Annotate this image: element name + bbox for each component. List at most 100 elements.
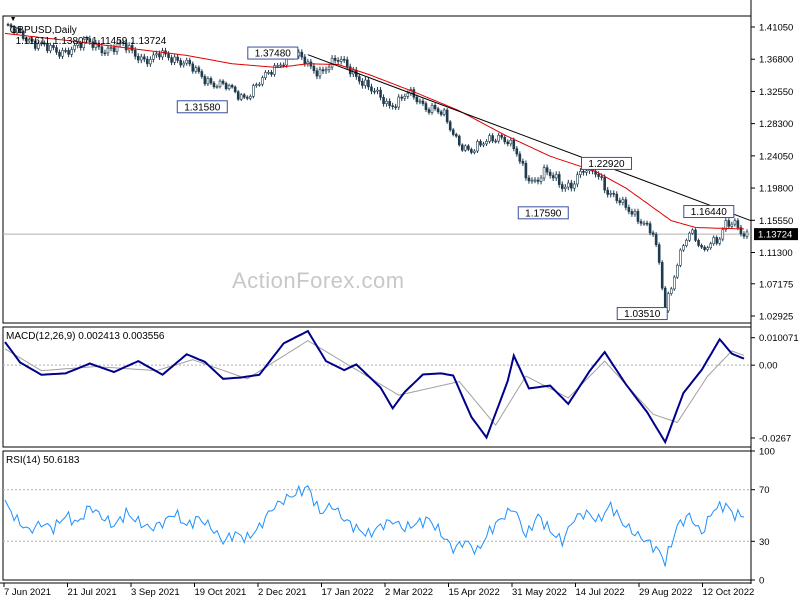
candle-body	[327, 66, 331, 70]
candle-body	[30, 39, 34, 42]
macd-axis-label: 0.00	[759, 361, 778, 372]
date-axis-label: 19 Oct 2021	[195, 587, 247, 598]
candle-body	[448, 121, 452, 131]
price-axis-label: 1.11300	[759, 248, 793, 259]
candle-body	[645, 222, 649, 225]
price-annotation-box	[247, 46, 299, 60]
candle-body	[706, 247, 709, 250]
candle-body	[267, 71, 270, 74]
candle-body	[182, 62, 185, 66]
axes: 1.41050 1.36800 1.32550 1.28300 1.24050 1.198…	[3, 22, 799, 598]
candle-body	[454, 134, 458, 137]
pane-frames	[0, 0, 752, 584]
candle-body	[197, 67, 201, 72]
rsi-axis-label: 30	[759, 537, 770, 548]
candle-body	[18, 28, 22, 32]
candle-body	[136, 56, 140, 61]
candle-body	[524, 162, 528, 179]
candle-body	[58, 51, 61, 57]
candle-body	[573, 183, 576, 189]
candle-body	[191, 63, 195, 72]
candle-body	[718, 238, 722, 244]
price-axis-label: 1.28300	[759, 119, 793, 130]
candle-body	[530, 179, 534, 182]
candle-body	[703, 246, 706, 250]
candle-body	[85, 38, 89, 40]
candle-body	[236, 91, 240, 100]
candle-body	[545, 167, 549, 173]
candle-body	[276, 65, 279, 67]
candle-body	[476, 141, 479, 152]
candle-body	[415, 96, 419, 103]
candle-body	[318, 69, 322, 77]
price-axis-label: 1.15550	[759, 216, 793, 227]
candle-body	[567, 182, 570, 188]
candle-body	[161, 50, 164, 58]
candle-body	[255, 84, 258, 86]
candle-body	[112, 47, 116, 52]
date-axis-label: 2 Dec 2021	[258, 587, 307, 598]
candle-body	[64, 50, 67, 52]
candle-body	[179, 60, 182, 66]
candle-body	[433, 104, 437, 110]
candle-body	[282, 64, 285, 67]
rsi-axis-label: 0	[759, 576, 764, 587]
candle-body	[82, 38, 86, 49]
candle-body	[669, 288, 673, 294]
date-axis-label: 2 Mar 2022	[385, 587, 433, 598]
rsi-pane	[3, 484, 751, 567]
symbol-timeframe: GBPUSD,Daily	[9, 25, 77, 36]
candle-body	[261, 77, 264, 85]
candle-body	[167, 53, 170, 58]
candle-body	[621, 199, 625, 203]
candle-body	[603, 177, 606, 191]
candle-body	[403, 96, 407, 99]
menu-triangle-icon[interactable]: ▼	[9, 16, 17, 23]
candle-body	[506, 141, 510, 145]
candle-body	[733, 220, 737, 225]
candle-body	[597, 174, 600, 177]
candle-body	[382, 97, 385, 104]
candle-body	[724, 220, 728, 230]
sma-line	[4, 32, 745, 230]
candle-body	[88, 38, 92, 43]
macd-axis-label: -0.0267	[759, 434, 791, 445]
candle-body	[385, 100, 388, 104]
candle-body	[557, 174, 561, 185]
candle-body	[312, 65, 316, 72]
candle-body	[227, 85, 231, 90]
candle-body	[339, 58, 343, 62]
candle-body	[345, 59, 349, 68]
candle-body	[715, 237, 719, 244]
candle-body	[194, 67, 198, 72]
rsi-pane-frame	[2, 450, 752, 581]
candle-body	[576, 174, 579, 185]
rsi-header: RSI(14) 50.6183	[6, 455, 80, 466]
candle-body	[648, 223, 652, 234]
candle-body	[421, 100, 425, 104]
candle-body	[155, 53, 158, 56]
candle-body	[406, 92, 410, 97]
candle-body	[633, 211, 637, 215]
ohlc-values: 1.11611 1.13807 1.11459 1.13724	[15, 36, 167, 47]
candle-body	[654, 234, 658, 246]
watermark: ActionForex.com	[232, 268, 405, 293]
candle-body	[464, 145, 467, 151]
candle-body	[215, 86, 219, 88]
candle-body	[76, 43, 79, 46]
candle-body	[394, 106, 397, 108]
price-axis-label: 1.19800	[759, 184, 793, 195]
candle-body	[685, 239, 688, 246]
candle-body	[221, 80, 225, 84]
candle-body	[673, 276, 676, 290]
candle-body	[606, 189, 609, 195]
candle-body	[739, 227, 743, 235]
candle-body	[79, 43, 83, 49]
current-price-label: 1.13724	[758, 230, 792, 241]
candle-body	[642, 222, 646, 225]
candle-body	[491, 135, 494, 142]
candle-body	[694, 229, 697, 241]
macd-pane-frame	[2, 326, 752, 448]
candle-body	[430, 104, 434, 113]
candle-body	[273, 65, 276, 75]
